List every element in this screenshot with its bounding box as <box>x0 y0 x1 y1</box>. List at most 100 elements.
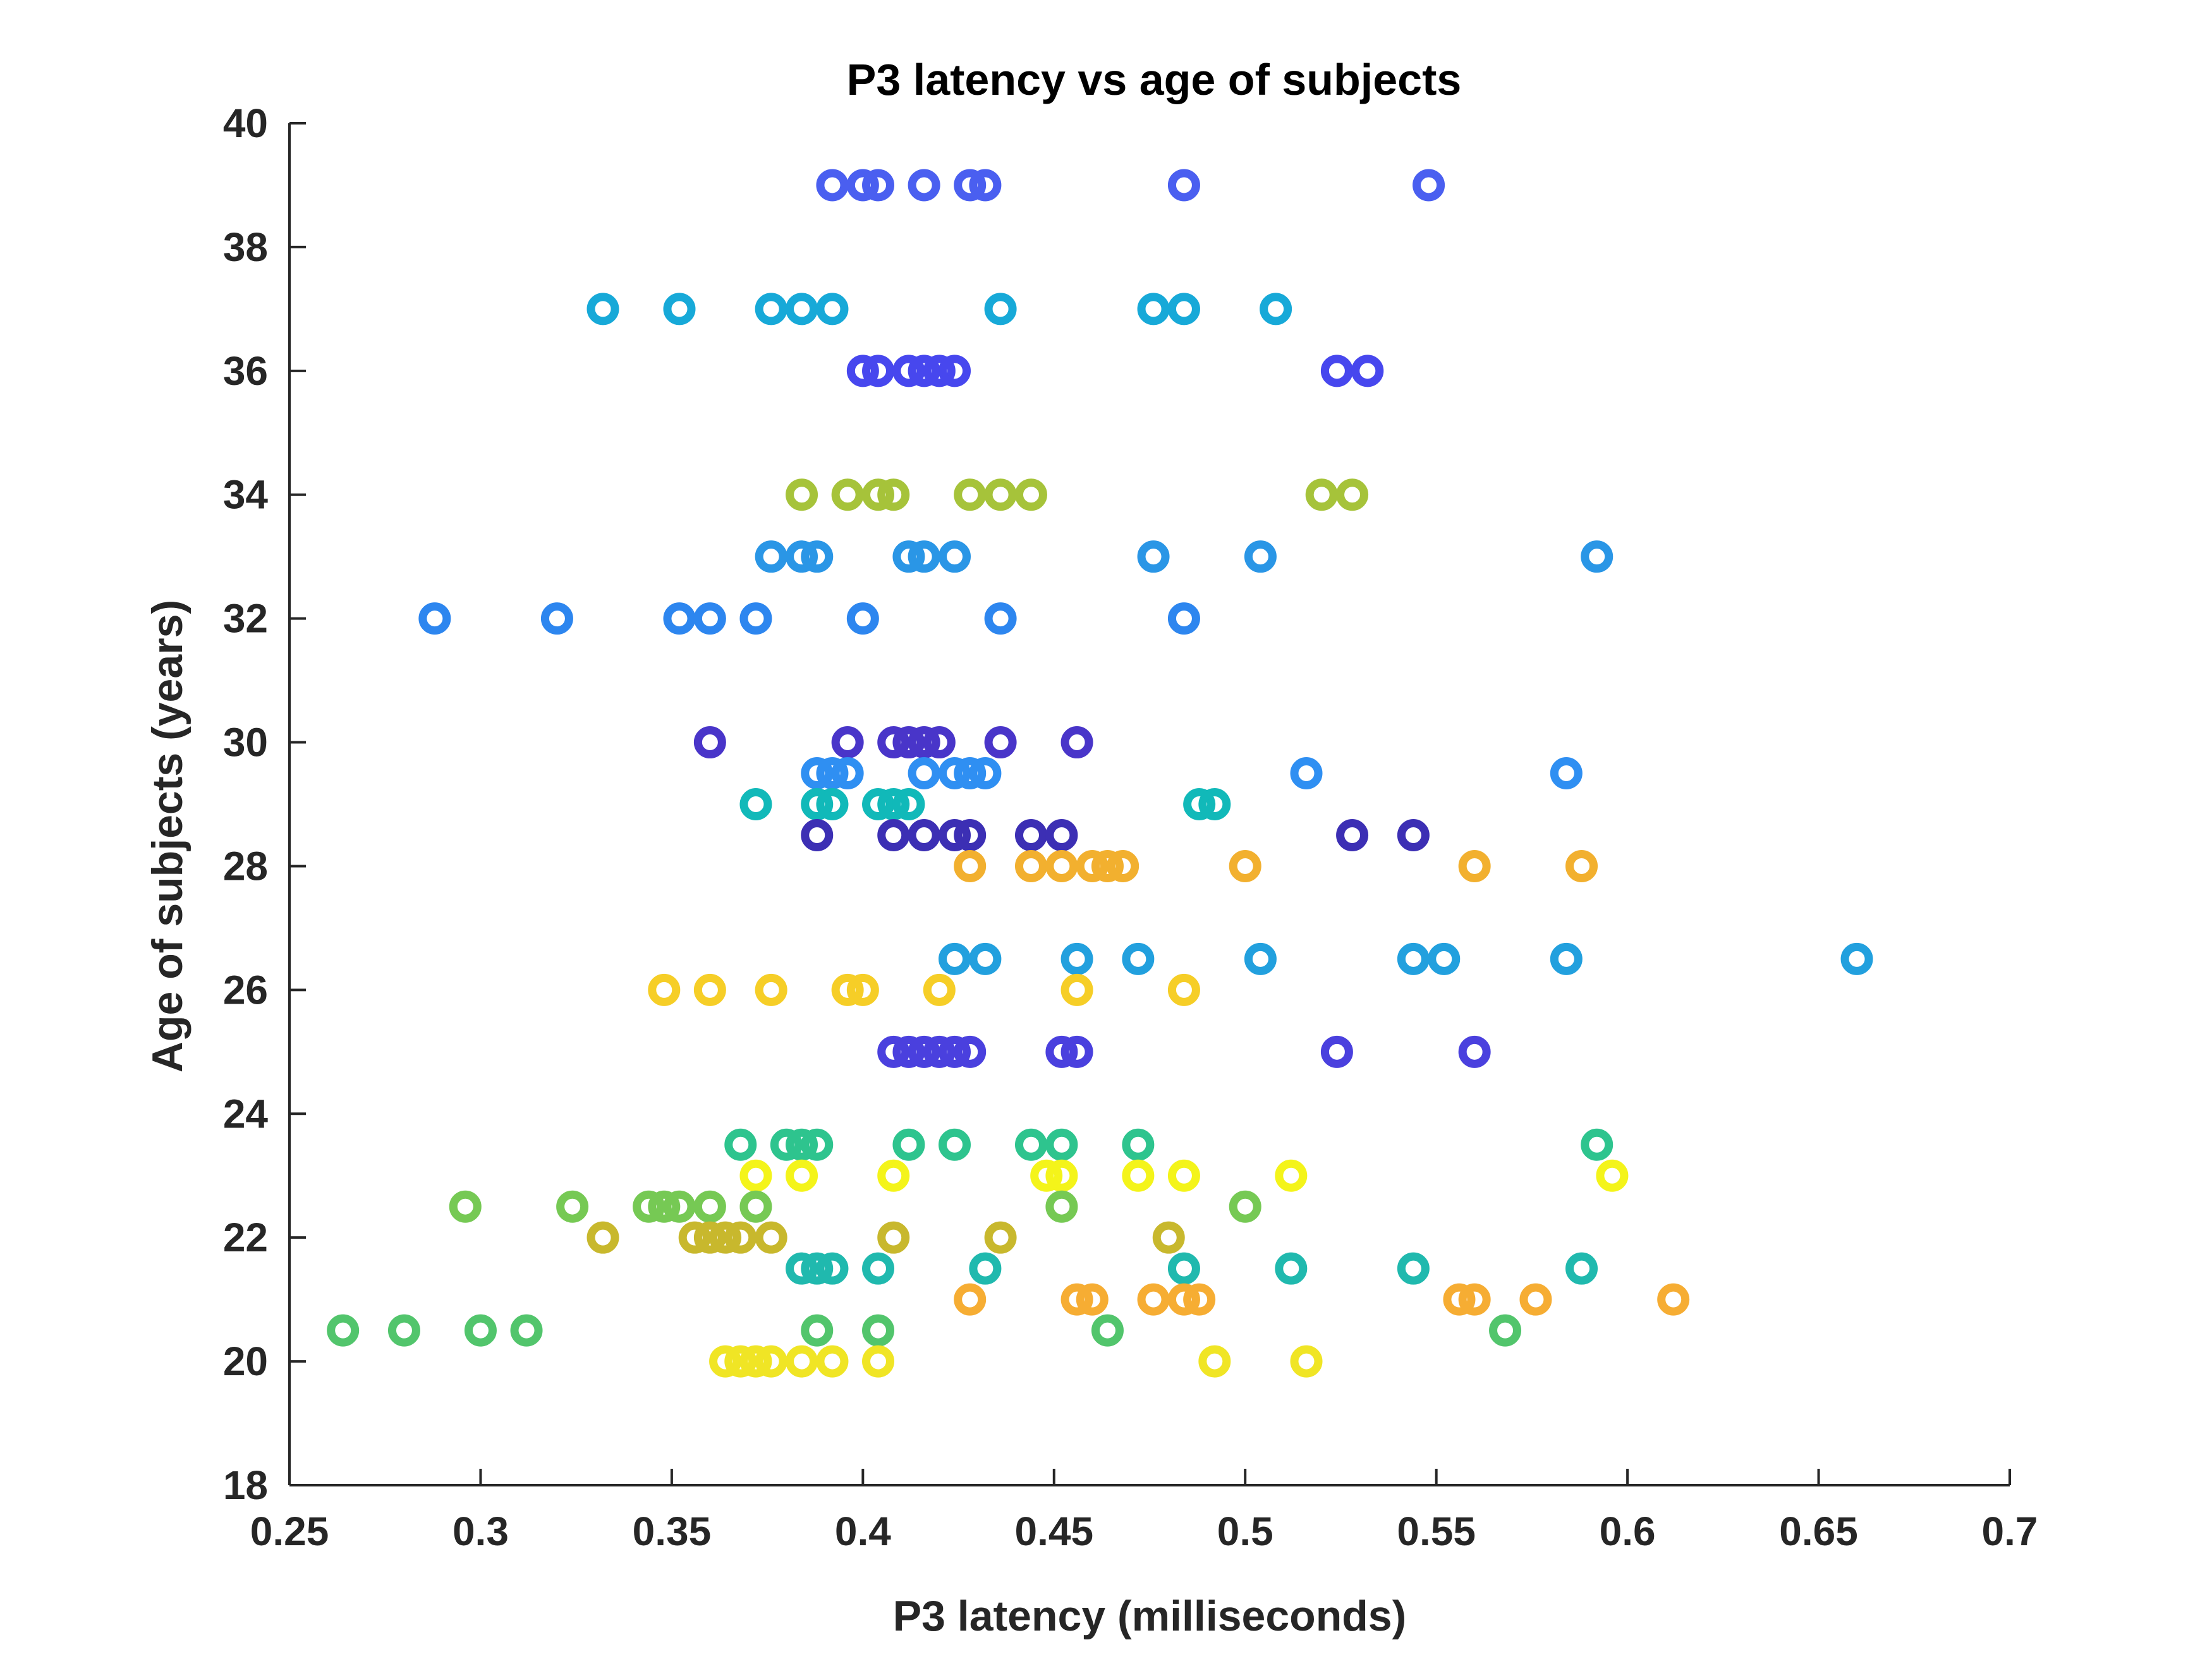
series-group <box>693 726 1093 759</box>
data-point <box>939 540 971 573</box>
data-point <box>877 1035 910 1068</box>
x-axis-title: P3 latency (milliseconds) <box>893 1592 1407 1640</box>
series-group <box>939 942 1873 975</box>
series-group <box>648 973 1200 1006</box>
data-point <box>1045 1035 1078 1068</box>
data-point <box>1167 1252 1200 1285</box>
data-point <box>1260 293 1292 325</box>
y-tick-label: 30 <box>223 720 268 765</box>
data-point <box>1198 1345 1231 1378</box>
data-point <box>939 942 971 975</box>
data-point <box>1045 818 1078 851</box>
x-tick-label: 0.45 <box>1014 1509 1093 1554</box>
data-point <box>1229 849 1261 882</box>
series-group <box>954 849 1598 882</box>
data-point <box>1045 1128 1078 1161</box>
data-point <box>1030 1159 1063 1192</box>
series-group <box>709 1345 1323 1378</box>
y-tick-label: 40 <box>223 100 268 146</box>
data-point <box>984 602 1017 635</box>
data-point <box>1167 1283 1200 1316</box>
data-point <box>418 602 451 635</box>
data-point <box>1244 942 1277 975</box>
data-point <box>755 1221 787 1254</box>
data-point <box>892 788 925 820</box>
data-point <box>1045 1190 1078 1223</box>
data-point <box>1060 942 1093 975</box>
data-point <box>1320 1035 1353 1068</box>
data-point <box>449 1190 482 1223</box>
data-point <box>663 293 696 325</box>
data-point <box>693 973 726 1006</box>
data-point <box>1014 818 1047 851</box>
y-tick-label: 22 <box>223 1215 268 1260</box>
x-tick-label: 0.6 <box>1600 1509 1656 1554</box>
data-point <box>923 726 956 759</box>
data-point <box>786 1128 818 1161</box>
data-point <box>846 602 879 635</box>
data-point <box>709 1345 742 1378</box>
data-point <box>755 1345 787 1378</box>
data-point <box>908 169 940 202</box>
data-point <box>954 849 987 882</box>
data-point <box>1458 1035 1491 1068</box>
y-tick-label: 26 <box>223 967 268 1012</box>
data-point <box>1076 1283 1109 1316</box>
data-point <box>648 973 681 1006</box>
data-point <box>1045 1159 1078 1192</box>
series-group <box>801 757 1583 790</box>
data-point <box>739 1159 772 1192</box>
data-point <box>908 355 940 387</box>
data-point <box>816 788 849 820</box>
data-point <box>663 602 696 635</box>
data-point <box>1091 849 1124 882</box>
data-point <box>1014 1128 1047 1161</box>
x-tick-label: 0.4 <box>835 1509 891 1554</box>
data-point <box>1290 757 1323 790</box>
data-point <box>1014 478 1047 511</box>
data-point <box>1519 1283 1552 1316</box>
data-point <box>1107 849 1139 882</box>
data-point <box>1596 1159 1629 1192</box>
data-point <box>540 602 573 635</box>
data-point <box>1091 1314 1124 1347</box>
data-point <box>984 726 1017 759</box>
data-point <box>678 1221 711 1254</box>
data-point <box>862 1345 895 1378</box>
data-point <box>892 1128 925 1161</box>
data-point <box>908 1035 940 1068</box>
y-tick-label: 24 <box>223 1091 269 1136</box>
data-point <box>1550 757 1583 790</box>
data-point <box>923 973 956 1006</box>
data-point <box>1122 1159 1155 1192</box>
y-tick-label: 34 <box>223 472 269 518</box>
data-point <box>464 1314 497 1347</box>
x-tick-label: 0.25 <box>250 1509 329 1554</box>
data-point <box>908 540 940 573</box>
data-point <box>862 169 895 202</box>
data-point <box>1167 602 1200 635</box>
data-point <box>724 1128 757 1161</box>
data-point <box>1581 1128 1613 1161</box>
data-point <box>1458 849 1491 882</box>
data-point <box>1060 973 1093 1006</box>
data-point <box>877 818 910 851</box>
data-point <box>1581 540 1613 573</box>
data-point <box>892 1035 925 1068</box>
data-point <box>693 726 726 759</box>
y-tick-label: 32 <box>223 596 268 641</box>
data-point <box>831 973 864 1006</box>
data-point <box>939 1035 971 1068</box>
data-point <box>1183 788 1216 820</box>
data-point <box>1443 1283 1476 1316</box>
data-point <box>1167 973 1200 1006</box>
data-point <box>786 1345 818 1378</box>
series-group <box>954 1283 1690 1316</box>
data-point <box>816 293 849 325</box>
data-point <box>739 602 772 635</box>
data-point <box>1336 478 1369 511</box>
data-point <box>1076 849 1109 882</box>
data-point <box>801 818 834 851</box>
